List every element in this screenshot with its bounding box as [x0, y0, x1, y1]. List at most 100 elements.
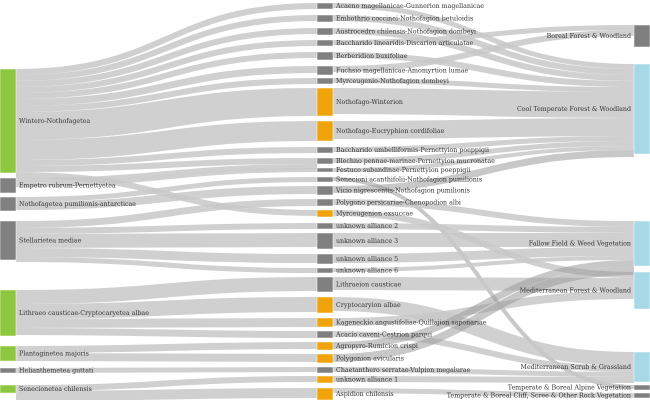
- alliance-node[interactable]: [316, 39, 334, 47]
- alliance-node[interactable]: [316, 198, 334, 207]
- link-class-alliance: [15, 318, 318, 328]
- alliance-node[interactable]: [316, 167, 334, 173]
- alliance-label: Kageneckio angustifoliae-Quillajion sapo…: [336, 320, 487, 327]
- alliance-label: Myrceugenion exsuccae: [336, 211, 413, 218]
- vegetation-label: Mediterranean Forest & Woodland: [520, 288, 631, 295]
- alliance-node[interactable]: [316, 2, 334, 10]
- link-class-alliance: [15, 186, 318, 210]
- alliance-label: Embothrio coccinei-Nothofagion betuloidi…: [336, 16, 473, 23]
- link-alliance-vegetation: [332, 30, 635, 72]
- alliance-node[interactable]: [316, 146, 334, 154]
- class-node[interactable]: [0, 196, 17, 212]
- alliance-node[interactable]: [316, 330, 334, 339]
- alliance-label: Aspidion chilensis: [335, 391, 394, 398]
- link-alliance-vegetation: [332, 247, 635, 263]
- vegetation-label: Cool Temperate Forest & Woodland: [517, 106, 631, 113]
- alliance-label: Chaetanthero serratae-Vulpion megalurae: [336, 367, 471, 374]
- link-class-alliance: [15, 233, 318, 248]
- alliance-node[interactable]: [316, 120, 334, 142]
- class-label: Empetro rubrum-Pernettyetea: [19, 183, 116, 190]
- vegetation-node[interactable]: [633, 384, 650, 391]
- vegetation-label: Boreal Forest & Woodland: [547, 33, 631, 40]
- alliance-label: Vicio nigrescentis-Nothofagion pumilioni…: [335, 188, 470, 195]
- alliance-node[interactable]: [316, 222, 334, 230]
- alliance-node[interactable]: [316, 296, 334, 314]
- alliance-label: Acaeno magellanicae-Gunnerion magellanic…: [335, 3, 484, 10]
- link-class-alliance: [15, 342, 318, 353]
- alliance-node[interactable]: [316, 14, 334, 23]
- link-class-alliance: [15, 121, 318, 160]
- vegetation-node[interactable]: [633, 24, 650, 48]
- alliance-label: unknown alliance 6: [336, 268, 398, 275]
- class-label: Wintero-Nothofagetea: [19, 118, 90, 125]
- alliance-node[interactable]: [316, 65, 334, 76]
- alliance-label: Festuco subandinae-Pernettyion poeppigii: [336, 167, 470, 174]
- alliance-node[interactable]: [316, 387, 334, 400]
- class-node[interactable]: [0, 220, 17, 261]
- link-alliance-vegetation: [332, 52, 635, 87]
- link-class-alliance: [15, 388, 318, 400]
- alliance-label: Lithraeion causticae: [336, 282, 402, 289]
- link-class-alliance: [15, 223, 318, 234]
- alliance-label: Acacio caveni-Cestrion parqui: [335, 332, 432, 339]
- alliance-node[interactable]: [316, 185, 334, 196]
- alliance-node[interactable]: [316, 232, 334, 250]
- link-alliance-vegetation: [332, 15, 635, 75]
- alliance-node[interactable]: [316, 209, 334, 218]
- alliance-node[interactable]: [316, 267, 334, 274]
- class-node[interactable]: [0, 177, 17, 194]
- link-alliance-vegetation: [332, 146, 635, 172]
- alliance-node[interactable]: [316, 317, 334, 328]
- vegetation-node[interactable]: [633, 351, 650, 383]
- link-class-alliance: [15, 28, 318, 87]
- alliance-node[interactable]: [316, 353, 334, 364]
- link-alliance-vegetation: [332, 28, 635, 81]
- alliance-node[interactable]: [316, 77, 334, 85]
- link-class-alliance: [15, 40, 318, 93]
- alliance-node[interactable]: [316, 27, 334, 36]
- vegetation-node[interactable]: [633, 63, 650, 155]
- alliance-node[interactable]: [316, 341, 334, 351]
- class-node[interactable]: [0, 367, 17, 374]
- link-class-alliance: [15, 257, 318, 273]
- link-class-alliance: [15, 15, 318, 81]
- class-node[interactable]: [0, 68, 17, 174]
- vegetation-node[interactable]: [633, 392, 650, 399]
- link-class-alliance: [15, 248, 318, 263]
- alliance-label: Baccharido linearidis-Discarion articula…: [336, 40, 473, 47]
- alliance-node[interactable]: [316, 375, 334, 384]
- alliance-node[interactable]: [316, 176, 334, 183]
- link-alliance-vegetation: [332, 25, 635, 45]
- alliance-label: Baccharido umbelliformis-Pernettyion poe…: [336, 147, 489, 154]
- link-alliance-vegetation: [332, 388, 635, 398]
- link-class-alliance: [15, 168, 318, 187]
- link-class-alliance: [15, 297, 318, 319]
- alliance-label: Polygono persicariae-Chenopodion albi: [336, 200, 461, 207]
- link-alliance-vegetation: [332, 78, 635, 92]
- link-alliance-vegetation: [332, 199, 635, 227]
- alliance-node[interactable]: [316, 253, 334, 265]
- link-alliance-vegetation: [332, 331, 635, 372]
- link-class-alliance: [15, 376, 318, 391]
- alliance-label: Austrocedro chilensis-Nothofagion dombey…: [335, 29, 476, 36]
- alliance-label: unknown alliance 1: [336, 377, 398, 384]
- alliance-node[interactable]: [316, 366, 334, 374]
- alliance-node[interactable]: [316, 157, 334, 165]
- class-node[interactable]: [0, 345, 17, 362]
- vegetation-node[interactable]: [633, 271, 650, 310]
- link-alliance-vegetation: [332, 150, 635, 193]
- link-class-alliance: [15, 199, 318, 228]
- link-alliance-vegetation: [332, 277, 635, 291]
- alliance-node[interactable]: [316, 87, 334, 117]
- link-class-alliance: [15, 328, 318, 338]
- vegetation-node[interactable]: [633, 220, 650, 267]
- class-node[interactable]: [0, 384, 17, 394]
- alliance-label: Agropyro-Rumicion crispi: [335, 343, 418, 350]
- link-alliance-vegetation: [332, 223, 635, 233]
- link-class-alliance: [15, 78, 318, 112]
- alliance-label: Nothofago-Eucryphion cordifoliae: [336, 128, 445, 135]
- alliance-node[interactable]: [316, 276, 334, 293]
- alliance-label: unknown alliance 5: [336, 256, 398, 263]
- class-node[interactable]: [0, 289, 17, 337]
- alliance-node[interactable]: [316, 51, 334, 61]
